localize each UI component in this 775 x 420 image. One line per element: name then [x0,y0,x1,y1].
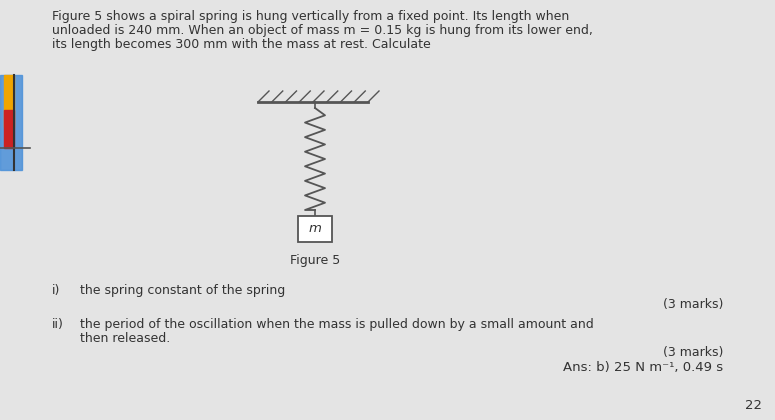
Bar [0,75,22,170]
Bar [4,110,14,148]
Text: unloaded is 240 mm. When an object of mass m = 0.15 kg is hung from its lower en: unloaded is 240 mm. When an object of ma… [52,24,593,37]
Text: (3 marks): (3 marks) [663,298,723,311]
Text: m: m [308,223,322,236]
Text: Figure 5: Figure 5 [290,254,340,267]
Text: its length becomes 300 mm with the mass at rest. Calculate: its length becomes 300 mm with the mass … [52,38,431,51]
Text: i): i) [52,284,60,297]
Text: then released.: then released. [80,332,170,345]
Text: 22: 22 [745,399,762,412]
Text: (3 marks): (3 marks) [663,346,723,359]
Text: the spring constant of the spring: the spring constant of the spring [80,284,285,297]
Bar [4,75,14,127]
Text: Ans: b) 25 N m⁻¹, 0.49 s: Ans: b) 25 N m⁻¹, 0.49 s [563,361,723,374]
Bar [298,216,332,242]
Text: Figure 5 shows a spiral spring is hung vertically from a fixed point. Its length: Figure 5 shows a spiral spring is hung v… [52,10,570,23]
Text: the period of the oscillation when the mass is pulled down by a small amount and: the period of the oscillation when the m… [80,318,594,331]
Text: ii): ii) [52,318,64,331]
